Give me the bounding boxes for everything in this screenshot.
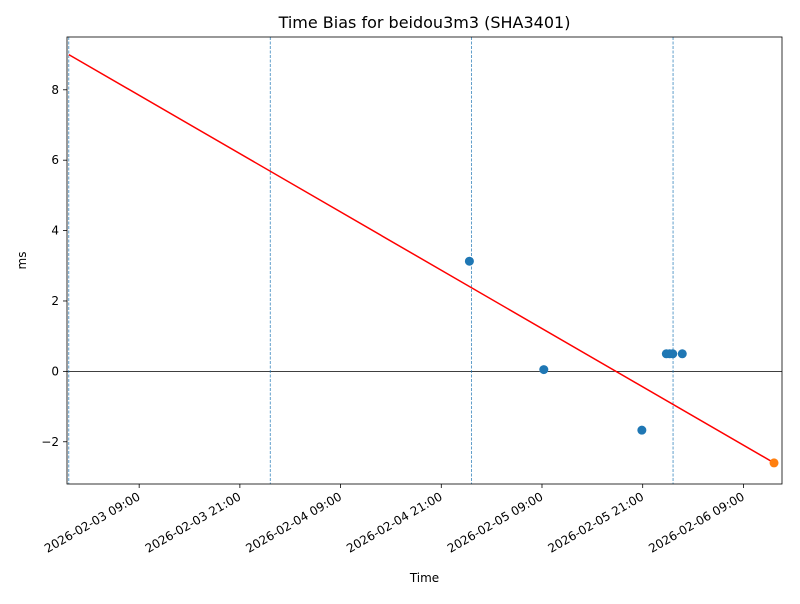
x-axis-label: Time — [409, 571, 439, 585]
data-point — [464, 256, 474, 266]
chart-title: Time Bias for beidou3m3 (SHA3401) — [278, 13, 571, 32]
y-tick-label: −2 — [41, 435, 59, 449]
y-tick-label: 8 — [51, 83, 59, 97]
data-point — [769, 458, 779, 468]
y-tick-label: 2 — [51, 294, 59, 308]
y-axis-label: ms — [15, 252, 29, 270]
data-point — [637, 425, 647, 435]
y-tick-label: 4 — [51, 224, 59, 238]
y-tick-label: 0 — [51, 364, 59, 378]
data-point — [539, 365, 549, 375]
plot-content — [67, 37, 782, 484]
data-point — [677, 349, 687, 359]
data-point — [668, 349, 678, 359]
y-tick-label: 6 — [51, 153, 59, 167]
axes-frame — [66, 36, 783, 485]
trend-line — [68, 53, 775, 464]
